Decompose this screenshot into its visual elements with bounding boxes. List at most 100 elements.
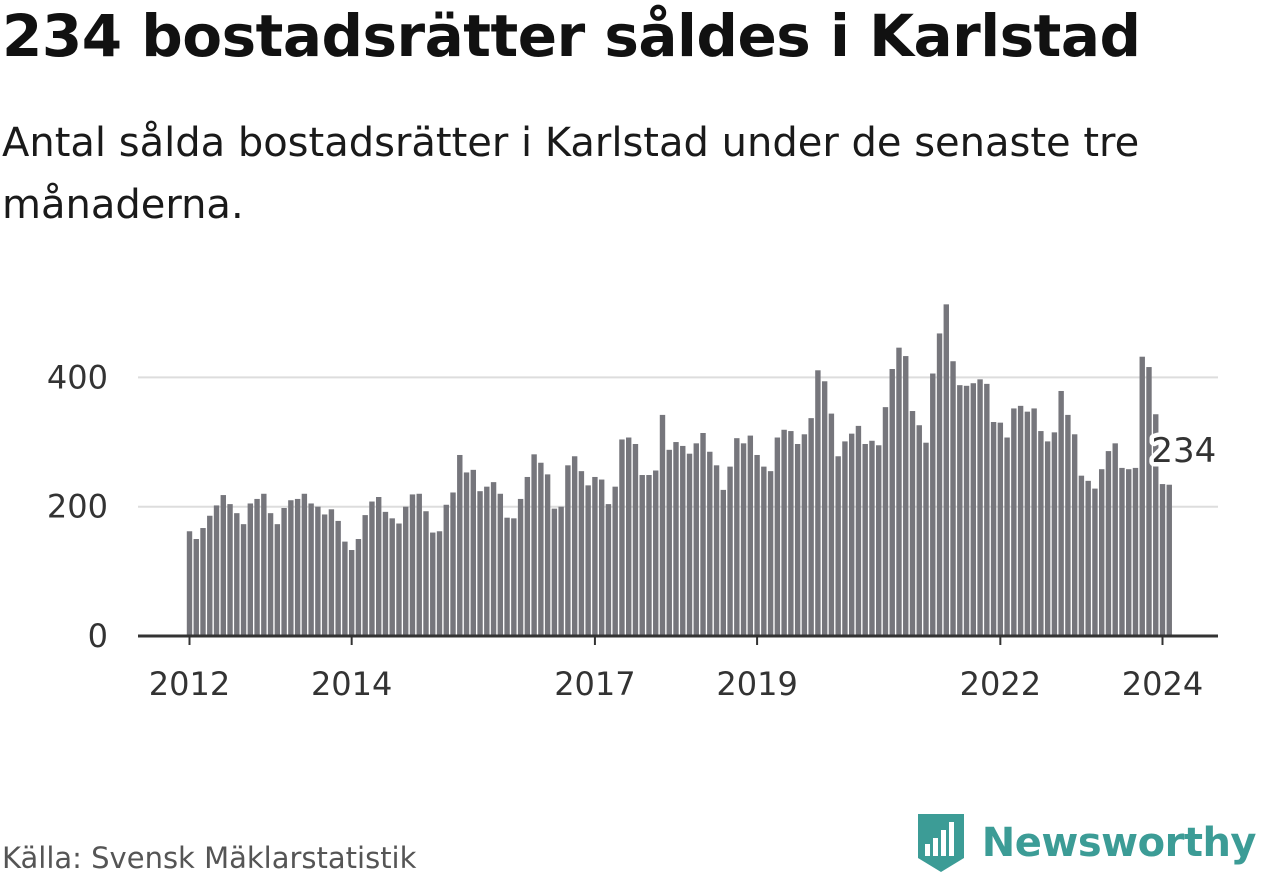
bar [767,471,774,636]
bar [788,431,794,636]
bar [1126,469,1132,636]
bar [213,505,220,636]
bar [693,443,699,636]
bar [1098,469,1105,636]
bar [1065,414,1071,636]
bar [734,438,740,636]
bar [294,498,301,636]
bar [882,407,889,636]
bar [490,482,497,636]
bar [1017,405,1024,636]
bar [713,465,720,636]
bar [376,497,382,636]
x-tick-label: 2017 [554,665,635,703]
bar [267,513,274,636]
bar [626,437,632,636]
bar [1119,467,1125,636]
bar [571,456,578,636]
bar [957,385,963,636]
bar [646,475,652,636]
bar [342,541,348,636]
bar [227,504,233,636]
bar [815,370,821,636]
bar [666,449,672,636]
bar [936,333,943,636]
bar [828,413,835,636]
bar [328,509,335,636]
bar [740,443,747,636]
bar [443,504,449,636]
bar [240,524,247,636]
chart-subtitle: Antal sålda bostadsrätter i Karlstad und… [2,120,1140,228]
bar [896,347,902,636]
bar [889,369,895,636]
y-tick-label: 200 [47,488,108,526]
bar [409,494,416,636]
bar [1051,432,1058,636]
bar [747,435,754,636]
bar [565,465,571,636]
brand-name: Newsworthy [981,820,1257,866]
bar [1004,437,1010,636]
bar [612,486,618,636]
bar [1085,480,1091,636]
bar [321,514,328,636]
bar [450,492,456,636]
bar [903,356,909,636]
bar [389,518,395,636]
bar [592,476,598,636]
bar [484,486,490,636]
bar [200,528,206,636]
bar [1058,390,1064,636]
bar [930,373,936,636]
bar [1146,367,1152,636]
bar [653,470,659,636]
bar [1024,411,1031,636]
bar [348,550,355,636]
bar [943,304,949,636]
bars [186,304,1172,637]
bar [517,498,524,636]
x-axis-labels: 2012 2014 2017 2019 2022 2024 [149,665,1203,703]
bar [700,433,706,636]
bar [727,466,733,636]
bar [504,517,510,636]
bar [1153,414,1159,636]
bar [382,511,389,636]
bar [720,489,726,636]
bar [186,531,193,636]
bar [1038,431,1044,636]
bar [909,411,916,636]
bar [1078,475,1085,636]
bar [707,451,713,636]
bar [288,500,294,636]
bar [274,524,281,636]
bar [605,504,612,636]
bar [970,383,977,636]
bar [220,495,226,636]
bar [680,445,686,636]
bar [1139,356,1145,636]
bar [544,474,551,637]
bar [308,503,314,636]
bar [977,379,983,636]
bar [1166,484,1172,636]
y-tick-label: 0 [88,617,108,655]
bar [193,539,199,636]
source-note: Källa: Svensk Mäklarstatistik [2,841,417,875]
bar [335,520,341,636]
bar [416,493,422,636]
bar [301,493,308,636]
bar [869,440,875,636]
chart-title: 234 bostadsrätter såldes i Karlstad [2,2,1141,70]
bar [558,506,564,636]
brand-logo: Newsworthy [916,811,1257,875]
bar [673,442,679,636]
bar [234,513,240,636]
x-tick-label: 2024 [1122,665,1203,703]
bar [403,506,409,636]
bar [619,439,625,636]
bar [362,515,368,636]
bar [281,507,287,636]
bar [585,485,591,636]
